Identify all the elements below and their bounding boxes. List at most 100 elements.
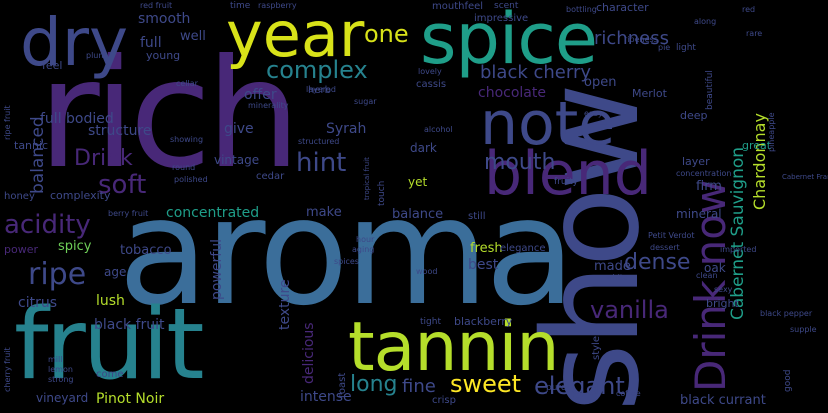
- word-clean: clean: [696, 271, 718, 280]
- word-round: round: [172, 163, 196, 172]
- word-dense: dense: [624, 250, 691, 275]
- word-yet: yet: [408, 175, 428, 189]
- word-showing: showing: [170, 135, 204, 144]
- word-citrus: citrus: [18, 295, 57, 311]
- word-aroma: aroma: [118, 166, 576, 338]
- word-scent: scent: [494, 1, 519, 11]
- word-pie: pie: [658, 43, 671, 52]
- word-vanilla: vanilla: [590, 296, 669, 324]
- word-full-bodied: full bodied: [40, 111, 114, 127]
- word-along: along: [694, 17, 717, 26]
- word-elegance: elegance: [500, 243, 546, 254]
- word-hint: hint: [296, 148, 347, 178]
- word-merlot: Merlot: [632, 87, 667, 100]
- word-richness: richness: [594, 28, 669, 49]
- word-tight: tight: [420, 317, 441, 327]
- word-feel: feel: [42, 59, 63, 72]
- word-black-currant: black currant: [680, 393, 766, 408]
- word-layered: layered: [306, 85, 336, 94]
- word-power: power: [4, 243, 38, 256]
- word-concentrated: concentrated: [166, 205, 260, 221]
- word-berry-fruit: berry fruit: [108, 209, 149, 218]
- word-plum: plum: [86, 51, 107, 60]
- word-black-cherry: black cherry: [480, 62, 592, 83]
- word-toast: toast: [337, 372, 348, 398]
- word-spicy: spicy: [58, 239, 92, 254]
- word-pinot-noir: Pinot Noir: [96, 391, 165, 407]
- word-deep: deep: [680, 109, 708, 122]
- word-chocolate: chocolate: [478, 85, 546, 101]
- word-ripeness: ripeness: [624, 35, 658, 44]
- word-acidity: acidity: [4, 210, 91, 240]
- word-mineral: mineral: [676, 207, 722, 221]
- word-oak: oak: [704, 261, 726, 275]
- word-impressive: impressive: [474, 13, 529, 24]
- word-red: red: [742, 5, 756, 14]
- word-note: note: [480, 89, 616, 159]
- word-dry: dry: [20, 4, 129, 81]
- word-pineapple: pineapple: [767, 112, 776, 153]
- word-black-pepper: black pepper: [760, 309, 813, 318]
- word-hour: hour: [356, 235, 375, 244]
- word-tropical-fruit: tropical fruit: [363, 157, 371, 200]
- word-intense: intense: [300, 389, 352, 405]
- word-time: time: [230, 1, 251, 11]
- word-vineyard: vineyard: [36, 391, 89, 405]
- word-imported: imported: [720, 245, 757, 254]
- word-bottling: bottling: [566, 5, 597, 14]
- word-easy: easy: [584, 109, 603, 118]
- word-white: white: [606, 273, 628, 282]
- word-tannin: tannin: [348, 308, 560, 387]
- word-tannic: tannic: [14, 139, 49, 152]
- word-complex: complex: [266, 56, 368, 84]
- word-cellar: cellar: [176, 79, 198, 88]
- word-delicious: delicious: [301, 322, 317, 384]
- word-structure: structure: [88, 123, 152, 139]
- word-lush: lush: [96, 293, 125, 309]
- word-rich: rich: [38, 28, 301, 202]
- word-drink: Drink: [74, 146, 133, 171]
- word-character: character: [596, 1, 649, 14]
- word-made: made: [594, 259, 631, 274]
- word-aging: aging: [352, 245, 375, 254]
- word-cherry-fruit: cherry fruit: [3, 347, 12, 392]
- word-layer: layer: [682, 155, 710, 168]
- word-syrah: Syrah: [326, 121, 367, 137]
- word-concentration: concentration: [676, 169, 732, 178]
- word-tobacco: tobacco: [120, 243, 172, 258]
- word-powerful: powerful: [209, 239, 225, 300]
- word-blend: blend: [484, 139, 652, 209]
- word-strong: strong: [48, 375, 74, 384]
- word-cassis: cassis: [416, 79, 447, 90]
- word-smooth: smooth: [138, 11, 191, 27]
- word-cabernet-sauvignon: Cabernet Sauvignon: [728, 146, 748, 320]
- word-good: good: [783, 369, 793, 392]
- word-dark: dark: [410, 141, 437, 155]
- word-fruit: fruit: [14, 288, 205, 402]
- word-touch: touch: [377, 180, 387, 206]
- word-dessert: dessert: [650, 243, 680, 252]
- word-supple: supple: [790, 325, 817, 334]
- word-well: well: [180, 29, 206, 44]
- word-full: full: [140, 35, 162, 51]
- word-cedar: cedar: [256, 171, 285, 182]
- word-give: give: [224, 121, 254, 137]
- word-structured: structured: [298, 137, 340, 146]
- word-honey: honey: [4, 191, 35, 202]
- word-cabernet-franc: Cabernet Franc: [782, 173, 828, 181]
- word-offer: offer: [244, 87, 277, 103]
- word-still: still: [468, 211, 486, 222]
- word-style: style: [591, 336, 602, 360]
- word-mouthfeel: mouthfeel: [432, 1, 484, 12]
- word-mouth: mouth: [484, 150, 556, 175]
- word-sexy: sexy: [714, 285, 733, 294]
- word-mill: mill: [48, 355, 63, 364]
- word-firm: firm: [696, 179, 722, 194]
- word-bright: bright: [706, 297, 739, 310]
- word-sugar: sugar: [354, 97, 377, 106]
- word-pure: pure: [546, 383, 567, 393]
- word-balanced: balanced: [28, 116, 48, 194]
- word-lemon: lemon: [48, 365, 73, 374]
- word-young: young: [146, 49, 181, 62]
